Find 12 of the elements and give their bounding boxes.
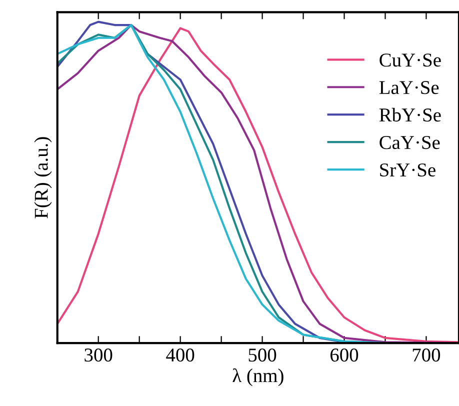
y-axis-title: F(R) (a.u.) [34,137,52,218]
x-tick-label: 500 [248,348,276,362]
x-tick-label: 300 [84,348,112,362]
legend-label: CuY·Se [380,54,441,67]
legend-label: RbY·Se [379,108,441,122]
x-axis-title: λ (nm) [232,368,284,386]
x-tick-label: 400 [166,348,194,362]
legend-label: LaY·Se [379,81,439,94]
legend-label: SrY·Se [380,163,436,177]
legend-label: CaY·Se [380,136,440,150]
x-tick-label: 700 [412,348,440,362]
x-tick-label: 600 [330,348,358,362]
